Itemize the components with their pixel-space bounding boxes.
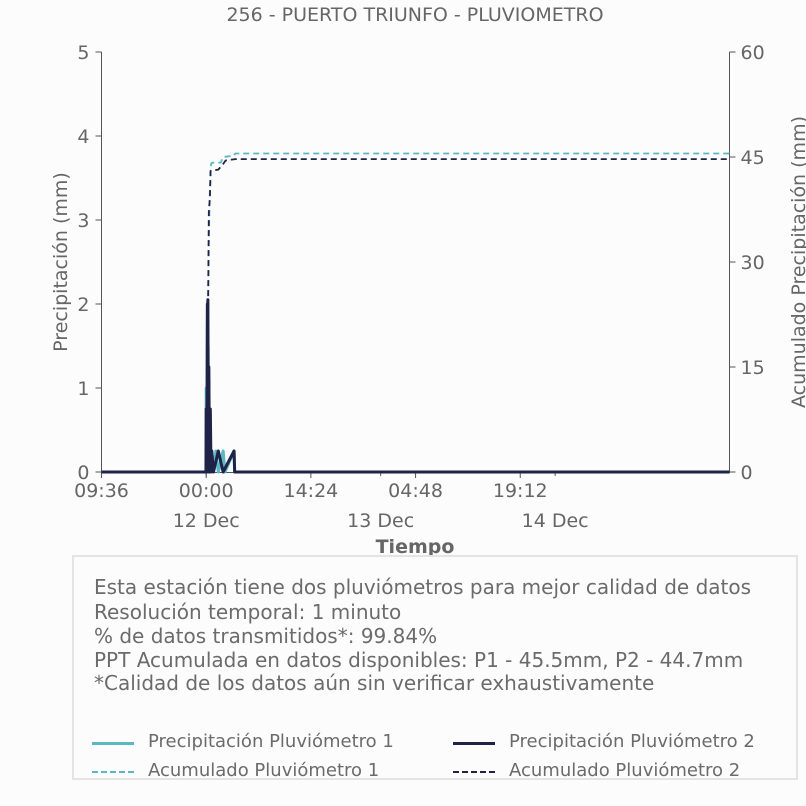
x-tick-label: 14:24	[283, 480, 338, 502]
y2-tick-label: 15	[741, 357, 765, 379]
y-tick-label: 4	[77, 126, 89, 148]
legend-label: Precipitación Pluviómetro 1	[148, 731, 394, 752]
x-date-label: 12 Dec	[173, 510, 240, 532]
plot-frame	[101, 52, 730, 473]
series-line-2	[101, 152, 730, 473]
chart-title: 256 - PUERTO TRIUNFO - PLUVIOMETRO	[226, 4, 603, 26]
x-tick-label: 09:36	[74, 480, 129, 502]
info-line-stations: Esta estación tiene dos pluviómetros par…	[94, 575, 752, 599]
y-axis-label: Precipitación (mm)	[50, 172, 72, 352]
y2-tick-label: 60	[741, 42, 765, 64]
y2-axis-label: Acumulado Precipitación (mm)	[788, 116, 806, 408]
series-line-0	[101, 302, 730, 474]
legend-swatch	[453, 771, 495, 773]
y2-tick-label: 0	[741, 462, 753, 484]
x-tick-label: 00:00	[179, 480, 234, 502]
x-date-label: 13 Dec	[347, 510, 414, 532]
x-tick-label: 04:48	[388, 480, 443, 502]
right-axis-ticks: 0 15 30 45 60	[729, 42, 765, 484]
y2-tick-label: 45	[741, 147, 765, 169]
info-box: Esta estación tiene dos pluviómetros par…	[72, 555, 798, 781]
x-tick-label: 19:12	[493, 480, 548, 502]
x-axis-label: Tiempo	[376, 536, 455, 558]
series-line-1	[101, 298, 730, 474]
legend-swatch	[453, 742, 495, 745]
legend-label: Precipitación Pluviómetro 2	[509, 731, 755, 752]
series-layer	[101, 152, 730, 474]
x-axis-ticks: 09:36 00:00 14:24 04:48 19:12 12 Dec 13 Dec 14 …	[74, 472, 589, 532]
y-tick-label: 1	[77, 378, 89, 400]
info-line-accumulated: PPT Acumulada en datos disponibles: P1 -…	[94, 648, 744, 672]
legend-label: Acumulado Pluviómetro 1	[148, 760, 380, 781]
info-line-transmitted: % de datos transmitidos*: 99.84%	[94, 624, 438, 648]
y-tick-label: 2	[77, 294, 89, 316]
info-line-quality-note: *Calidad de los datos aún sin verificar …	[94, 671, 655, 695]
series-line-3	[101, 158, 730, 473]
y-tick-label: 3	[77, 210, 89, 232]
y-tick-label: 5	[77, 42, 89, 64]
y2-tick-label: 30	[741, 252, 765, 274]
legend-swatch	[92, 742, 134, 745]
x-date-label: 14 Dec	[522, 510, 589, 532]
legend-swatch	[92, 771, 134, 773]
legend-label: Acumulado Pluviómetro 2	[509, 760, 741, 781]
info-line-resolution: Resolución temporal: 1 minuto	[94, 600, 402, 624]
y-tick-label: 0	[77, 462, 89, 484]
left-axis-ticks: 0 1 2 3 4 5	[77, 42, 102, 484]
